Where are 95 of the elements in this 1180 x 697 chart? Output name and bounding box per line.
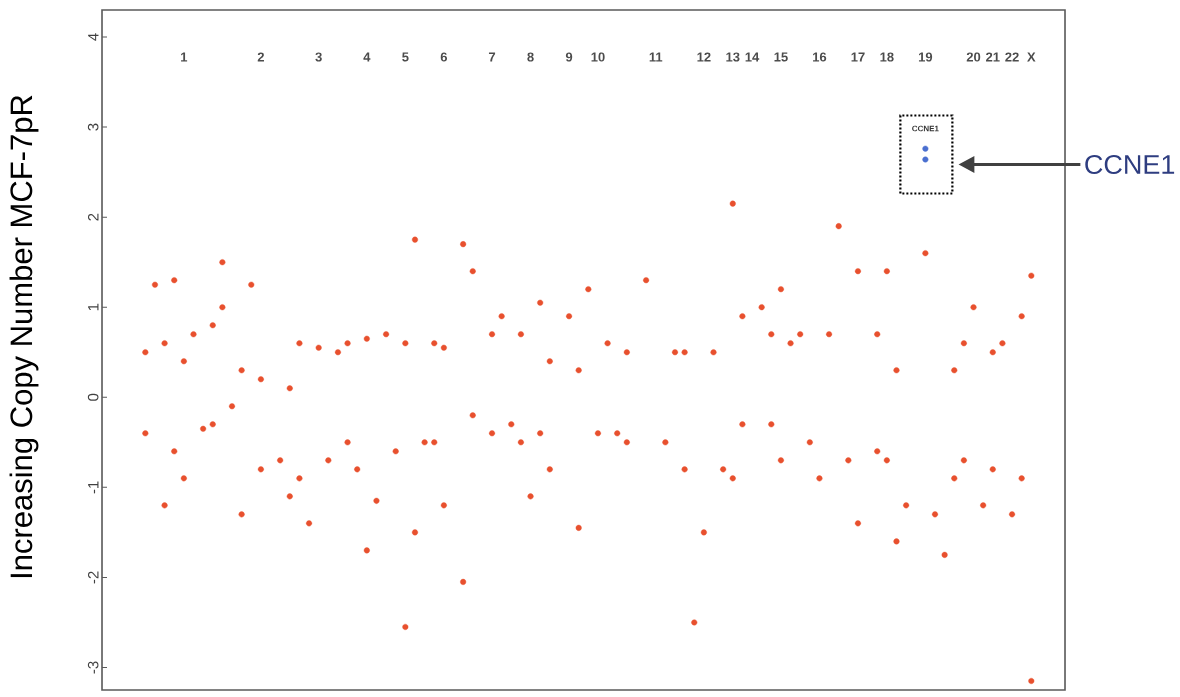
point <box>209 322 216 329</box>
x-tick-label: 2 <box>257 52 264 62</box>
point <box>797 331 804 338</box>
y-tick-label: 0 <box>87 393 99 401</box>
x-tick-label: 22 <box>1005 52 1019 62</box>
point <box>710 349 717 356</box>
x-tick-label: 6 <box>440 52 448 62</box>
point <box>498 313 505 320</box>
point <box>537 299 544 306</box>
x-tick-label: 11 <box>649 52 663 62</box>
point <box>257 376 264 383</box>
point <box>411 236 418 243</box>
point <box>739 313 746 320</box>
point <box>151 281 158 288</box>
point <box>402 340 409 347</box>
x-tick-label: 8 <box>527 52 534 62</box>
point <box>922 145 929 152</box>
point <box>883 268 890 275</box>
point <box>758 304 765 311</box>
point <box>180 358 187 365</box>
point <box>922 250 929 257</box>
point <box>238 367 245 374</box>
point <box>344 340 351 347</box>
point <box>489 331 496 338</box>
x-tick-label: 18 <box>880 52 894 62</box>
point <box>874 331 881 338</box>
point <box>460 241 467 248</box>
point <box>989 349 996 356</box>
x-tick-label: 19 <box>918 52 933 62</box>
point <box>604 340 611 347</box>
point <box>671 349 678 356</box>
point <box>315 344 322 351</box>
x-tick-label: 12 <box>697 52 711 62</box>
point <box>334 349 341 356</box>
point <box>566 313 573 320</box>
point <box>681 349 688 356</box>
x-tick-label: X <box>1027 52 1036 62</box>
x-tick-label: 3 <box>315 52 322 62</box>
point <box>585 286 592 293</box>
y-tick-label: 1 <box>88 303 99 311</box>
y-tick-label: -3 <box>87 661 99 674</box>
point <box>296 340 303 347</box>
point <box>171 277 178 284</box>
point <box>835 223 842 230</box>
point <box>623 349 630 356</box>
point <box>248 281 255 288</box>
point <box>575 367 582 374</box>
point <box>286 385 293 392</box>
point <box>517 331 524 338</box>
x-tick-label: 14 <box>745 52 760 62</box>
point <box>219 259 226 266</box>
y-tick-label: -2 <box>87 571 99 584</box>
point <box>142 349 149 356</box>
point <box>787 340 794 347</box>
annotation: CCNE1 <box>912 125 939 132</box>
point <box>190 331 197 338</box>
point <box>999 340 1006 347</box>
point <box>1018 313 1025 320</box>
x-tick-label: 20 <box>966 52 981 62</box>
x-tick-label: 9 <box>565 52 573 62</box>
point <box>546 358 553 365</box>
x-tick-label: 21 <box>986 52 1000 62</box>
point <box>768 331 775 338</box>
point <box>854 268 861 275</box>
point <box>922 156 929 163</box>
x-tick-label: 7 <box>488 52 496 62</box>
point <box>161 340 168 347</box>
x-tick-label: 16 <box>813 52 827 62</box>
point <box>440 344 447 351</box>
y-axis-title: Increasing Copy Number MCF-7pR <box>9 95 39 578</box>
point <box>431 340 438 347</box>
text: CCNE1 <box>1085 154 1175 175</box>
x-tick-label: 5 <box>402 52 409 62</box>
point <box>970 304 977 311</box>
x-tick-label: 4 <box>363 52 371 62</box>
x-tick-label: 13 <box>726 52 740 62</box>
x-tick-label: 1 <box>181 52 188 62</box>
y-tick-label: 4 <box>88 33 99 41</box>
y-tick-label: -1 <box>88 481 99 494</box>
point <box>469 268 476 275</box>
point <box>826 331 833 338</box>
point <box>777 286 784 293</box>
y-tick-label: 3 <box>87 123 99 131</box>
y-tick-label: 2 <box>87 213 99 221</box>
point <box>363 335 370 342</box>
point <box>951 367 958 374</box>
point <box>729 200 736 207</box>
x-tick-label: 15 <box>774 52 788 62</box>
point <box>893 367 900 374</box>
x-tick-label: 10 <box>591 52 605 62</box>
point <box>643 277 650 284</box>
point <box>960 340 967 347</box>
point <box>383 331 390 338</box>
x-tick-label: 17 <box>851 52 865 62</box>
point <box>1028 272 1035 279</box>
